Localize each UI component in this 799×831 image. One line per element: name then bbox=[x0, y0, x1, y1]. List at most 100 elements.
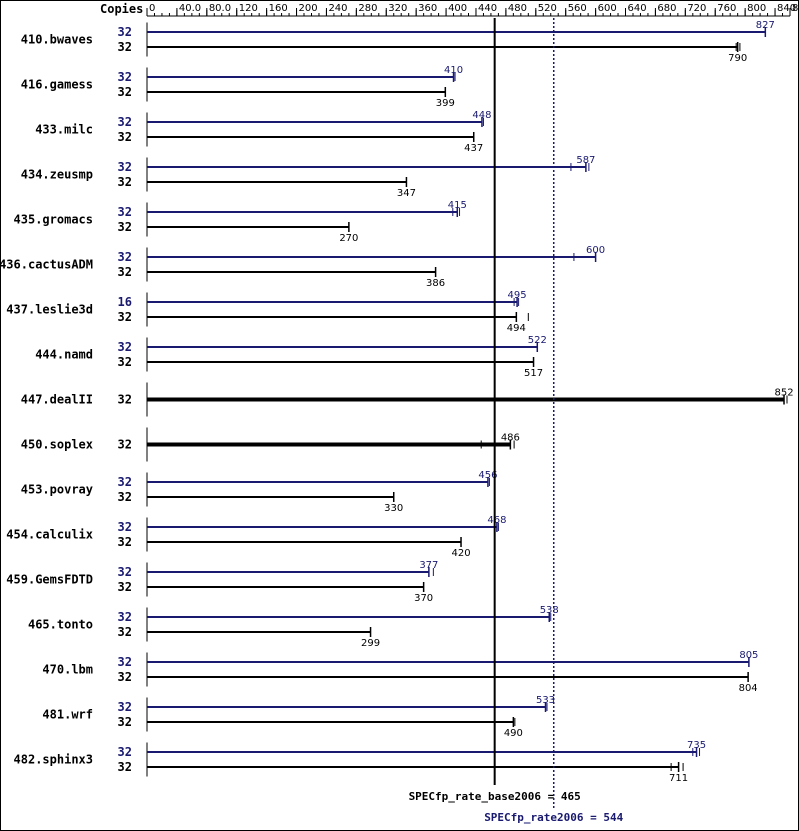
peak-value-label: 533 bbox=[536, 695, 555, 706]
peak-value-label: 827 bbox=[756, 20, 775, 31]
benchmark-name: 436.cactusADM bbox=[0, 258, 93, 272]
peak-copies: 32 bbox=[118, 520, 132, 534]
base-copies: 32 bbox=[118, 625, 132, 639]
copies-header: Copies bbox=[100, 2, 143, 16]
peak-copies: 32 bbox=[118, 70, 132, 84]
x-tick-label: 280 bbox=[358, 3, 377, 14]
base-copies: 32 bbox=[118, 265, 132, 279]
benchmark-name: 482.sphinx3 bbox=[14, 753, 93, 767]
base-value-label: 804 bbox=[739, 683, 758, 694]
benchmark-name: 450.soplex bbox=[21, 438, 93, 452]
base-copies: 32 bbox=[118, 715, 132, 729]
x-tick-label: 600 bbox=[598, 3, 617, 14]
benchmark-name: 453.povray bbox=[21, 483, 93, 497]
ref-label-base: SPECfp_rate_base2006 = 465 bbox=[409, 790, 581, 803]
x-tick-label: 40.0 bbox=[179, 3, 201, 14]
benchmark-name: 470.lbm bbox=[42, 663, 93, 677]
x-tick-label: 760 bbox=[717, 3, 736, 14]
benchmark-name: 410.bwaves bbox=[21, 33, 93, 47]
base-copies: 32 bbox=[118, 40, 132, 54]
base-value-label: 370 bbox=[414, 593, 433, 604]
peak-value-label: 522 bbox=[528, 335, 547, 346]
x-tick-label: 360 bbox=[418, 3, 437, 14]
peak-copies: 32 bbox=[118, 340, 132, 354]
x-tick-label: 240 bbox=[328, 3, 347, 14]
benchmark-name: 444.namd bbox=[35, 348, 93, 362]
base-copies: 32 bbox=[118, 760, 132, 774]
peak-value-label: 456 bbox=[478, 470, 497, 481]
base-copies: 32 bbox=[118, 535, 132, 549]
peak-copies: 32 bbox=[118, 610, 132, 624]
base-value-label: 270 bbox=[339, 233, 358, 244]
benchmark-name: 481.wrf bbox=[42, 708, 93, 722]
peak-value-label: 538 bbox=[540, 605, 559, 616]
peak-value-label: 495 bbox=[508, 290, 527, 301]
base-value-label: 299 bbox=[361, 638, 380, 649]
base-copies: 32 bbox=[118, 580, 132, 594]
x-tick-label: 560 bbox=[568, 3, 587, 14]
x-tick-label: 640 bbox=[628, 3, 647, 14]
benchmark-name: 447.dealII bbox=[21, 393, 93, 407]
base-value-label: 517 bbox=[524, 368, 543, 379]
peak-copies: 32 bbox=[118, 115, 132, 129]
x-tick-label: 200 bbox=[299, 3, 318, 14]
x-tick-label: 840 bbox=[777, 3, 796, 14]
x-tick-label: 860 bbox=[792, 3, 799, 14]
base-value-label: 790 bbox=[728, 53, 747, 64]
peak-copies: 32 bbox=[118, 250, 132, 264]
peak-value-label: 468 bbox=[487, 515, 506, 526]
peak-copies: 32 bbox=[118, 25, 132, 39]
x-tick-label: 320 bbox=[388, 3, 407, 14]
base-value-label: 494 bbox=[507, 323, 526, 334]
x-tick-label: 440 bbox=[478, 3, 497, 14]
base-value-label: 330 bbox=[384, 503, 403, 514]
base-value-label: 490 bbox=[504, 728, 523, 739]
benchmark-name: 434.zeusmp bbox=[21, 168, 93, 182]
peak-value-label: 410 bbox=[444, 65, 463, 76]
reference-lines: SPECfp_rate_base2006 = 465 SPECfp_rate200… bbox=[409, 18, 624, 824]
peak-value-label: 415 bbox=[448, 200, 467, 211]
x-tick-label: 160 bbox=[269, 3, 288, 14]
benchmark-name: 454.calculix bbox=[6, 528, 93, 542]
x-tick-label: 400 bbox=[448, 3, 467, 14]
x-tick-label: 80.0 bbox=[209, 3, 231, 14]
base-value-label: 386 bbox=[426, 278, 445, 289]
base-copies: 32 bbox=[118, 355, 132, 369]
x-tick-label: 800 bbox=[747, 3, 766, 14]
benchmark-group: 447.dealII 32 852 bbox=[21, 382, 794, 417]
base-copies: 32 bbox=[118, 130, 132, 144]
base-copies: 32 bbox=[118, 490, 132, 504]
peak-value-label: 448 bbox=[472, 110, 491, 121]
peak-value-label: 805 bbox=[739, 650, 758, 661]
base-copies: 32 bbox=[118, 393, 132, 407]
peak-value-label: 587 bbox=[576, 155, 595, 166]
x-tick-label: 120 bbox=[239, 3, 258, 14]
peak-copies: 32 bbox=[118, 475, 132, 489]
ref-label-peak: SPECfp_rate2006 = 544 bbox=[484, 811, 623, 824]
benchmark-name: 433.milc bbox=[35, 123, 93, 137]
base-copies: 32 bbox=[118, 670, 132, 684]
bars: 410.bwaves3232827790416.gamess3232410399… bbox=[0, 20, 794, 784]
base-copies: 32 bbox=[118, 438, 132, 452]
peak-copies: 32 bbox=[118, 565, 132, 579]
benchmark-name: 435.gromacs bbox=[14, 213, 93, 227]
base-copies: 32 bbox=[118, 310, 132, 324]
base-copies: 32 bbox=[118, 220, 132, 234]
benchmark-group: 450.soplex 32 486 bbox=[21, 427, 520, 462]
benchmark-name: 459.GemsFDTD bbox=[6, 573, 93, 587]
base-value-label: 486 bbox=[501, 433, 520, 444]
